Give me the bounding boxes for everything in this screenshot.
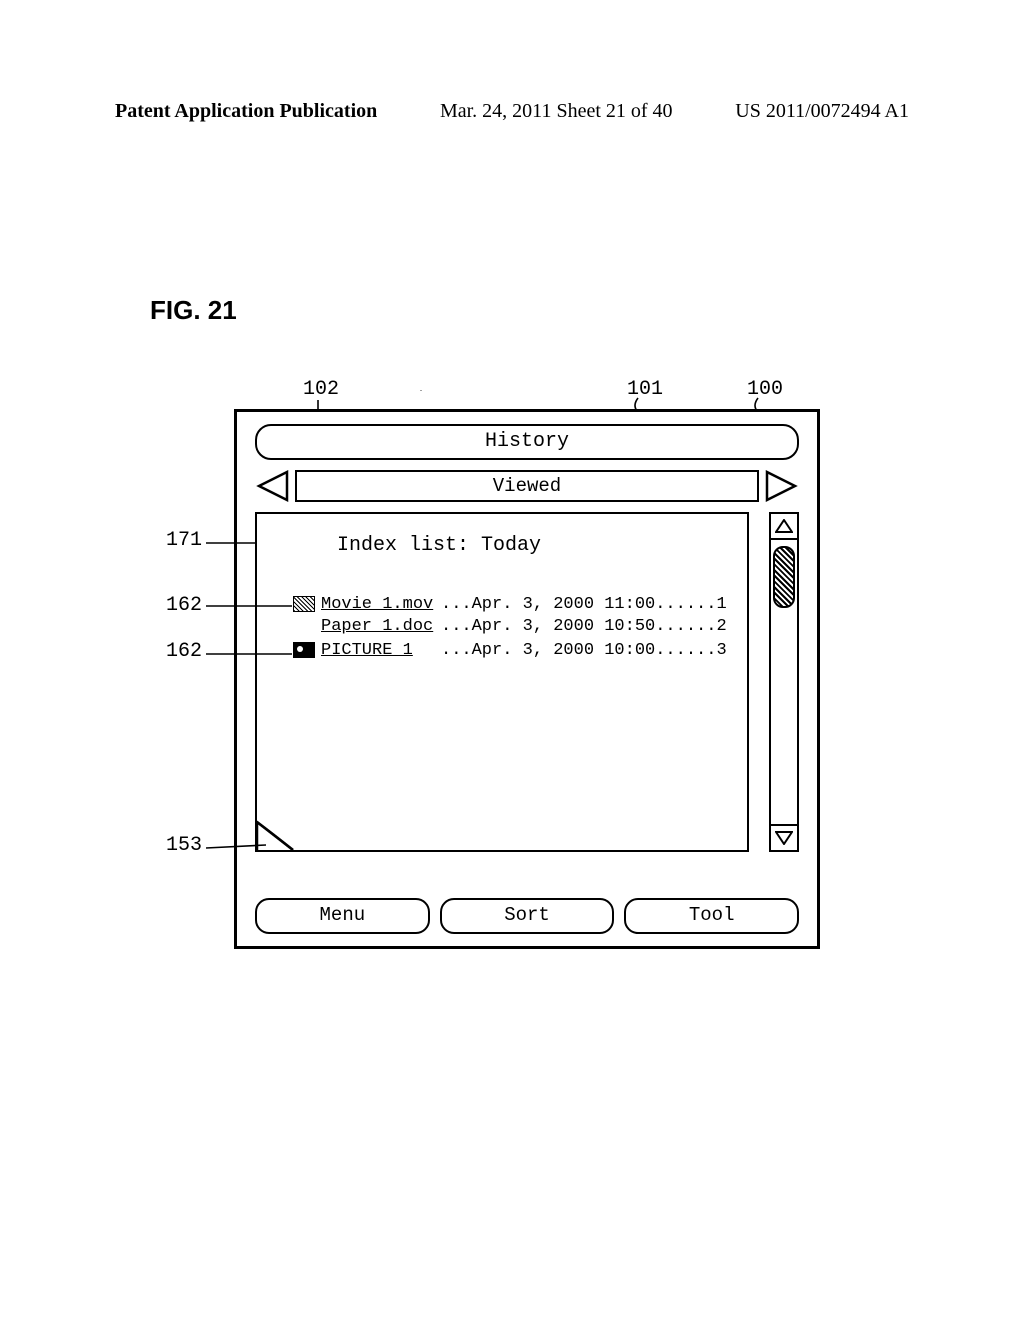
file-name: Movie 1.mov xyxy=(321,595,441,614)
header-date-sheet: Mar. 24, 2011 Sheet 21 of 40 xyxy=(440,100,673,123)
prev-arrow-icon[interactable] xyxy=(255,470,289,502)
stray-mark: . xyxy=(420,384,422,393)
chevron-down-icon xyxy=(775,831,793,845)
content-area: Index list: Today Movie 1.mov ...Apr. 3,… xyxy=(255,512,749,852)
filter-label[interactable]: Viewed xyxy=(295,470,759,502)
title-bar: History xyxy=(255,424,799,460)
file-name: Paper 1.doc xyxy=(321,617,441,636)
next-arrow-icon[interactable] xyxy=(765,470,799,502)
ref-153: 153 xyxy=(166,834,202,857)
file-info: ...Apr. 3, 2000 10:50......2 xyxy=(441,617,727,636)
sort-button[interactable]: Sort xyxy=(440,898,615,934)
scroll-up-button[interactable] xyxy=(769,512,799,540)
header-pubnum: US 2011/0072494 A1 xyxy=(735,100,909,123)
list-item[interactable]: Paper 1.doc ...Apr. 3, 2000 10:50......2 xyxy=(293,614,739,638)
blank-icon xyxy=(293,618,315,634)
list-item[interactable]: PICTURE 1 ...Apr. 3, 2000 10:00......3 xyxy=(293,638,739,662)
picture-icon xyxy=(293,642,315,658)
filter-nav: Viewed xyxy=(255,468,799,504)
file-name: PICTURE 1 xyxy=(321,641,441,660)
file-info: ...Apr. 3, 2000 10:00......3 xyxy=(441,641,727,660)
button-row: Menu Sort Tool xyxy=(255,898,799,934)
menu-button[interactable]: Menu xyxy=(255,898,430,934)
device-frame: History Viewed Index list: Today Movie 1… xyxy=(234,409,820,949)
index-title: Index list: Today xyxy=(337,534,541,557)
ref-162b: 162 xyxy=(166,640,202,663)
tool-button[interactable]: Tool xyxy=(624,898,799,934)
scroll-track[interactable] xyxy=(769,540,799,824)
figure-label: FIG. 21 xyxy=(150,295,237,326)
ref-171: 171 xyxy=(166,529,202,552)
page-header: Patent Application Publication Mar. 24, … xyxy=(115,100,909,123)
list-item[interactable]: Movie 1.mov ...Apr. 3, 2000 11:00......1 xyxy=(293,592,739,616)
video-icon xyxy=(293,596,315,612)
scroll-thumb[interactable] xyxy=(773,546,795,608)
header-publication: Patent Application Publication xyxy=(115,100,377,123)
ref-162a: 162 xyxy=(166,594,202,617)
scrollbar[interactable] xyxy=(769,512,799,852)
chevron-up-icon xyxy=(775,519,793,533)
file-info: ...Apr. 3, 2000 11:00......1 xyxy=(441,595,727,614)
scroll-down-button[interactable] xyxy=(769,824,799,852)
